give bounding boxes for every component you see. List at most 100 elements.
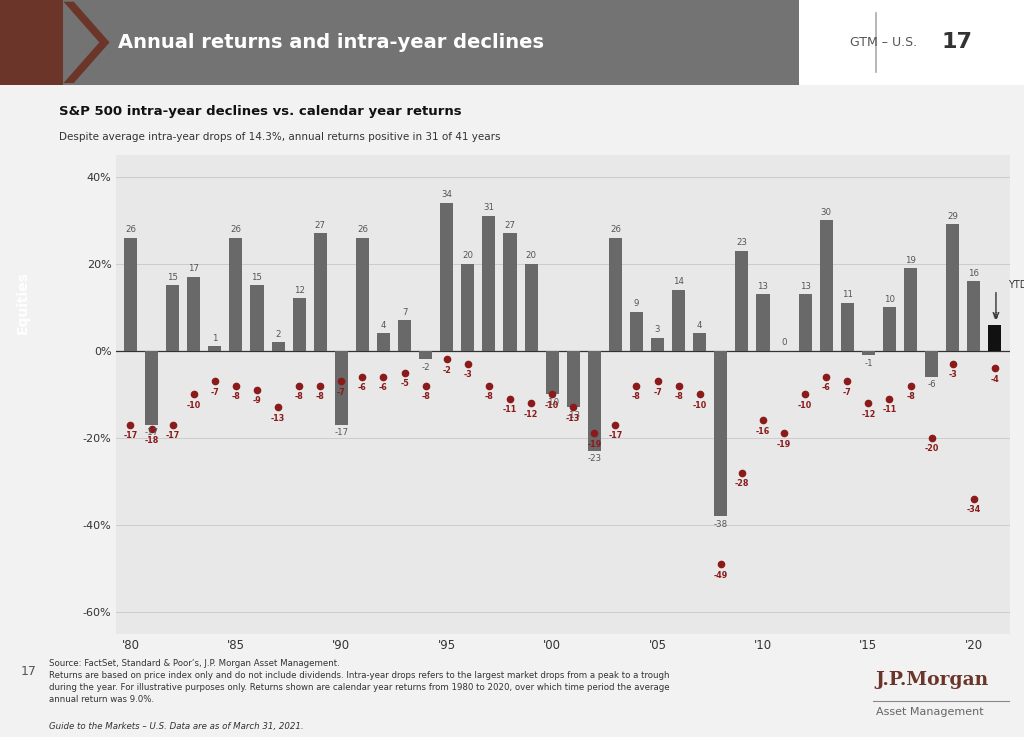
Text: Source: FactSet, Standard & Poor’s, J.P. Morgan Asset Management.
Returns are ba: Source: FactSet, Standard & Poor’s, J.P.…: [49, 659, 670, 705]
Text: -23: -23: [587, 455, 601, 464]
Bar: [356, 237, 369, 351]
Text: -12: -12: [861, 410, 876, 419]
Bar: [925, 351, 938, 377]
Text: Guide to the Markets – U.S. Data are as of March 31, 2021.: Guide to the Markets – U.S. Data are as …: [49, 722, 304, 731]
Polygon shape: [63, 1, 110, 83]
Text: -38: -38: [714, 520, 728, 528]
Text: -17: -17: [166, 431, 180, 440]
Text: 4: 4: [697, 321, 702, 330]
Bar: [799, 0, 1024, 85]
Text: -10: -10: [545, 401, 559, 410]
Text: -2: -2: [442, 366, 452, 375]
Text: 17: 17: [942, 32, 973, 52]
Text: -6: -6: [358, 383, 367, 392]
Bar: [799, 294, 812, 351]
Bar: [0, 0, 63, 85]
Text: -11: -11: [883, 405, 897, 414]
Bar: [419, 351, 432, 360]
Bar: [630, 312, 643, 351]
Text: Asset Management: Asset Management: [876, 708, 983, 717]
Text: 14: 14: [673, 277, 684, 286]
Text: 13: 13: [758, 282, 768, 290]
Text: -19: -19: [777, 440, 792, 449]
Text: 27: 27: [314, 220, 326, 230]
Text: 11: 11: [842, 290, 853, 299]
Text: Annual returns and intra-year declines: Annual returns and intra-year declines: [118, 33, 544, 52]
Text: 26: 26: [610, 225, 621, 234]
Bar: [588, 351, 601, 451]
Text: -3: -3: [464, 370, 472, 380]
Text: -17: -17: [123, 431, 137, 440]
Text: 19: 19: [905, 256, 916, 265]
Bar: [609, 237, 622, 351]
Text: -13: -13: [566, 414, 581, 423]
Text: -9: -9: [253, 397, 261, 405]
Bar: [251, 285, 263, 351]
Text: -2: -2: [421, 363, 430, 372]
Bar: [968, 281, 980, 351]
Bar: [440, 203, 454, 351]
Text: 17: 17: [20, 665, 37, 678]
Bar: [145, 351, 158, 425]
Text: 1: 1: [212, 334, 217, 343]
Text: -8: -8: [295, 392, 303, 401]
Text: 12: 12: [294, 286, 305, 295]
Bar: [229, 237, 243, 351]
Text: -13: -13: [271, 414, 285, 423]
Text: 23: 23: [736, 238, 748, 247]
Bar: [461, 264, 474, 351]
Text: -10: -10: [545, 398, 559, 407]
Bar: [524, 264, 538, 351]
Text: -8: -8: [632, 392, 641, 401]
Text: YTD: YTD: [1008, 280, 1024, 290]
Bar: [672, 290, 685, 351]
Bar: [693, 333, 707, 351]
Bar: [904, 268, 918, 351]
Text: 4: 4: [381, 321, 386, 330]
Bar: [651, 338, 665, 351]
Text: -7: -7: [210, 388, 219, 397]
Text: -6: -6: [928, 380, 936, 389]
Text: -10: -10: [692, 401, 707, 410]
Text: -8: -8: [315, 392, 325, 401]
Bar: [166, 285, 179, 351]
Text: GTM – U.S.: GTM – U.S.: [850, 36, 918, 49]
Bar: [946, 225, 959, 351]
Text: -3: -3: [948, 370, 957, 380]
Text: -13: -13: [566, 411, 581, 420]
Text: 34: 34: [441, 190, 453, 199]
Text: -8: -8: [421, 392, 430, 401]
Text: 15: 15: [252, 273, 262, 282]
Bar: [504, 233, 516, 351]
Text: -34: -34: [967, 506, 981, 514]
Bar: [377, 333, 390, 351]
Text: 3: 3: [654, 325, 660, 334]
Text: -5: -5: [400, 379, 409, 388]
Text: -17: -17: [334, 428, 348, 437]
Text: -6: -6: [379, 383, 388, 392]
Bar: [862, 351, 874, 355]
Text: -7: -7: [337, 388, 346, 397]
Text: 15: 15: [167, 273, 178, 282]
Text: 30: 30: [820, 208, 831, 217]
Bar: [313, 233, 327, 351]
Text: Despite average intra-year drops of 14.3%, annual returns positive in 31 of 41 y: Despite average intra-year drops of 14.3…: [58, 133, 501, 142]
Bar: [757, 294, 769, 351]
Bar: [208, 346, 221, 351]
Text: -19: -19: [587, 440, 601, 449]
Text: -6: -6: [822, 383, 830, 392]
Bar: [883, 307, 896, 351]
Text: 6: 6: [992, 312, 997, 321]
Text: -8: -8: [484, 392, 494, 401]
Text: -20: -20: [925, 444, 939, 453]
Bar: [271, 342, 285, 351]
Text: 10: 10: [884, 295, 895, 304]
Bar: [293, 298, 306, 351]
Bar: [187, 276, 201, 351]
Text: -8: -8: [674, 392, 683, 401]
Text: -16: -16: [756, 427, 770, 436]
Text: -11: -11: [503, 405, 517, 414]
Text: -8: -8: [906, 392, 915, 401]
Text: Equities: Equities: [16, 271, 30, 334]
Text: -12: -12: [524, 410, 539, 419]
